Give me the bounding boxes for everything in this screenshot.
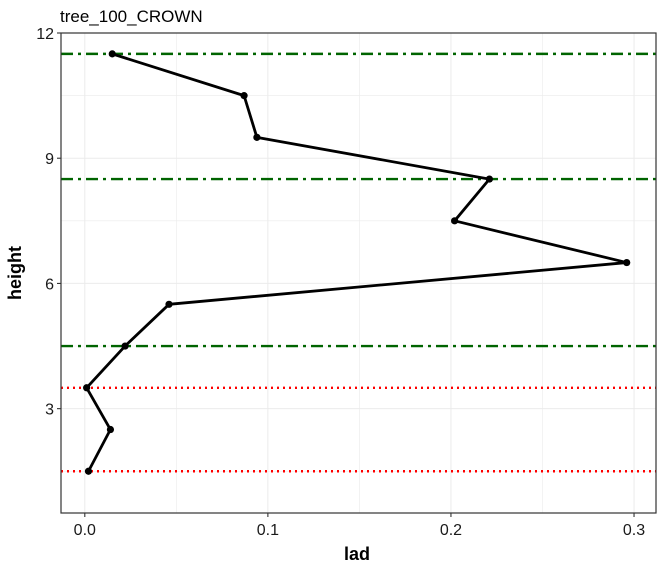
lad-data-point: [83, 384, 91, 392]
grid-lines: [61, 32, 656, 513]
x-axis-title: lad: [344, 544, 370, 564]
y-axis-title: height: [5, 246, 25, 300]
lad-data-point: [240, 92, 248, 100]
lad-data-point: [485, 175, 493, 183]
x-tick-label: 0.0: [74, 522, 96, 539]
lad-data-point: [108, 50, 116, 58]
y-tick-label: 12: [36, 26, 54, 43]
y-tick-label: 3: [45, 402, 54, 419]
y-tick-label: 9: [45, 151, 54, 168]
y-axis-ticks: 3 6 9 12: [36, 26, 61, 419]
lad-data-point: [253, 133, 261, 141]
chart-title: tree_100_CROWN: [60, 7, 203, 26]
series-layer: [83, 50, 631, 475]
lad-data-point: [165, 300, 173, 308]
lad-data-point: [451, 217, 459, 225]
x-tick-label: 0.3: [623, 522, 645, 539]
lad-data-point: [121, 342, 129, 350]
x-axis-ticks: 0.0 0.1 0.2 0.3: [74, 513, 645, 539]
y-tick-label: 6: [45, 276, 54, 293]
x-tick-label: 0.1: [257, 522, 279, 539]
lad-data-point: [84, 467, 93, 475]
x-tick-label: 0.2: [440, 522, 462, 539]
lad-data-point: [623, 258, 631, 267]
lad-data-point: [106, 425, 115, 434]
plot-panel-border: [60, 32, 657, 514]
